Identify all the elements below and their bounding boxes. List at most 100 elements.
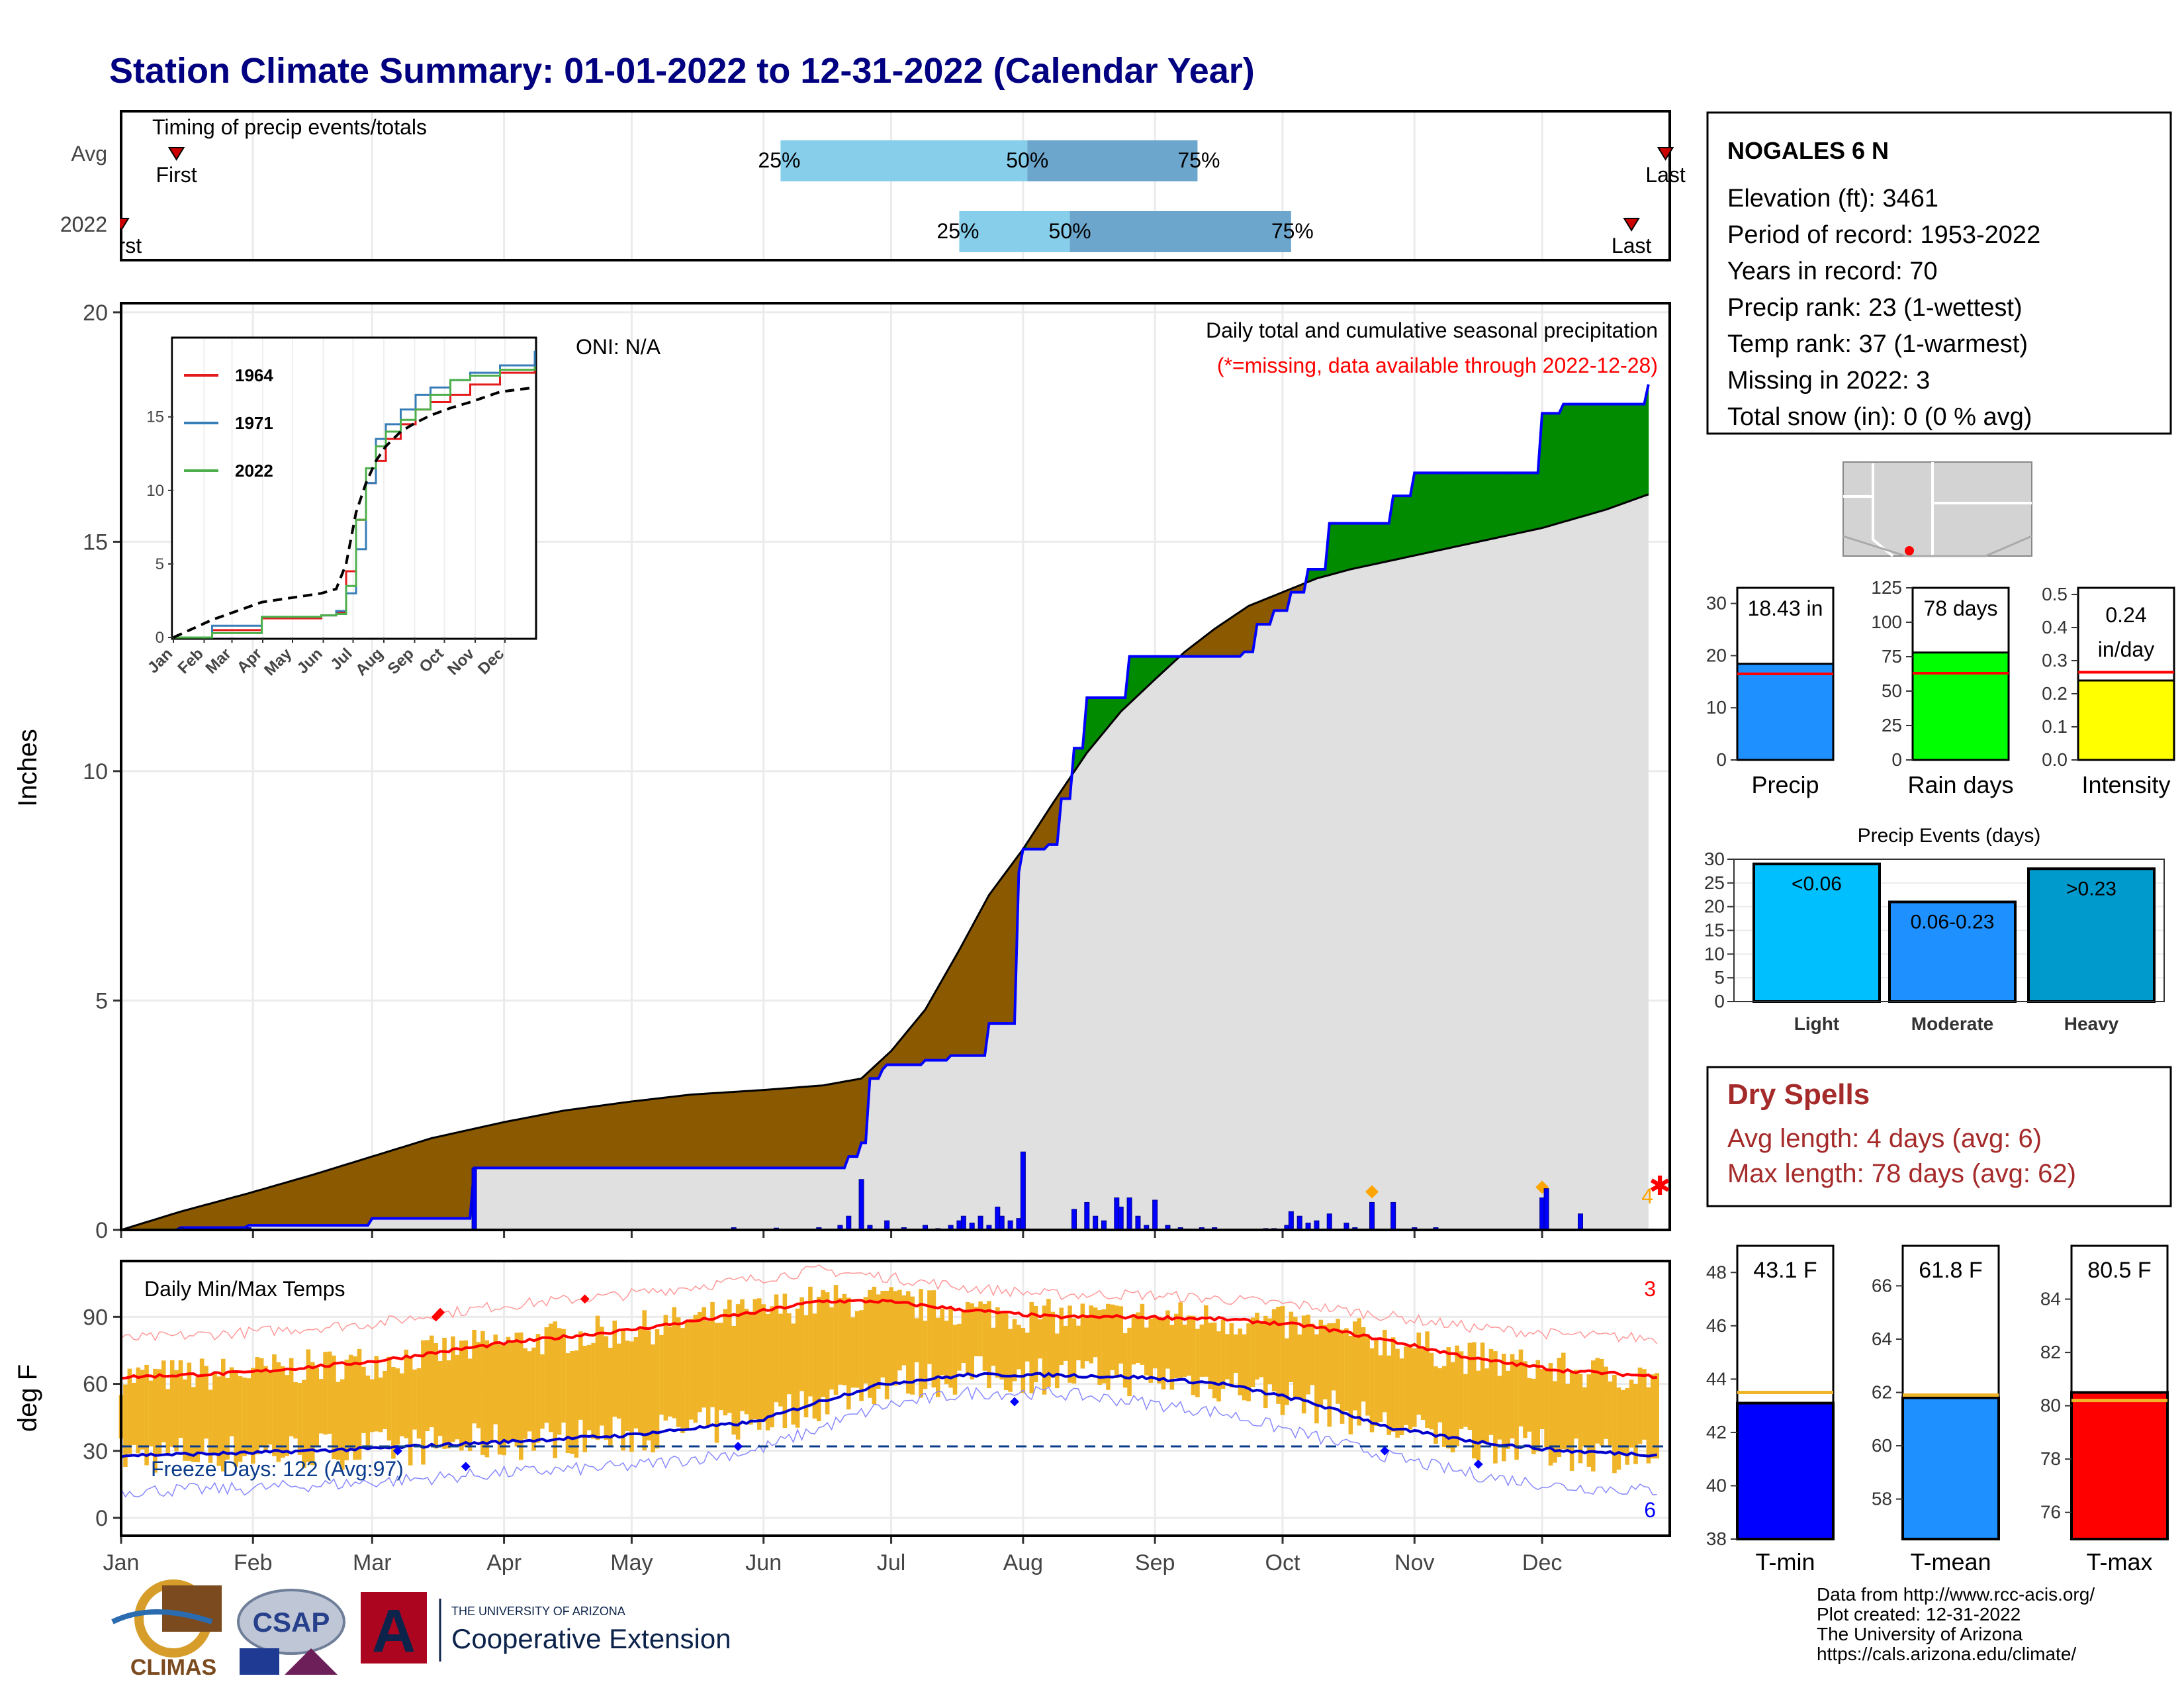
timing-frame: [120, 110, 1671, 261]
mini-bar-value: 18.43 in: [1748, 596, 1823, 620]
daily-temp-bar: [1336, 1319, 1340, 1404]
events-ytick-label: 15: [1704, 920, 1725, 941]
above-average-fill: [1482, 473, 1487, 541]
daily-temp-bar: [1220, 1320, 1226, 1389]
daily-temp-bar: [821, 1289, 826, 1397]
avg-max-line: [120, 1298, 1657, 1380]
above-average-fill: [1401, 495, 1406, 559]
daily-temp-bar: [459, 1340, 464, 1451]
above-average-fill: [1533, 473, 1539, 530]
daily-temp-bar: [1574, 1370, 1578, 1439]
temp-bar-ytick-label: 66: [1872, 1275, 1892, 1295]
below-average-fill: [618, 1102, 623, 1168]
below-average-fill: [997, 876, 1003, 1024]
station-info-line: Years in record: 70: [1727, 258, 1938, 285]
below-average-fill: [614, 1103, 619, 1168]
below-average-fill: [550, 1111, 556, 1168]
inset-line-avg: [173, 386, 535, 639]
daily-temp-bar: [553, 1321, 558, 1458]
credit-line: https://cals.arizona.edu/climate/: [1817, 1644, 2076, 1664]
mini-bar-ytick-label: 0.0: [2042, 749, 2068, 770]
daily-temp-bar: [1310, 1323, 1315, 1385]
temp-ytick-label: 90: [83, 1305, 108, 1330]
daily-temp-bar: [148, 1380, 154, 1447]
daily-temp-bar: [1604, 1366, 1608, 1439]
daily-temp-bar: [187, 1362, 192, 1461]
daily-temp-bar: [518, 1332, 523, 1460]
below-average-fill: [490, 1123, 496, 1168]
below-average-fill: [976, 910, 981, 1056]
daily-temp-bar: [1437, 1368, 1443, 1423]
above-average-fill: [1525, 473, 1530, 532]
below-average-fill: [644, 1099, 649, 1168]
below-average-fill: [397, 1147, 402, 1219]
daily-temp-bar: [935, 1317, 940, 1397]
daily-temp-bar: [1510, 1354, 1515, 1439]
above-average-fill: [1631, 404, 1636, 501]
daily-temp-bar: [1046, 1299, 1051, 1387]
daily-temp-bar: [242, 1378, 247, 1456]
daily-temp-bar: [1131, 1314, 1136, 1365]
temp-bar-ytick-label: 44: [1706, 1368, 1727, 1389]
below-average-fill: [1214, 625, 1219, 657]
daily-temp-bar: [1365, 1334, 1370, 1416]
daily-temp-bar: [1582, 1387, 1587, 1446]
daily-temp-bar: [931, 1290, 936, 1388]
daily-temp-bar: [1042, 1305, 1047, 1395]
daily-temp-bar: [1340, 1329, 1345, 1424]
above-average-fill: [1610, 404, 1615, 509]
above-average-fill: [1486, 473, 1492, 541]
daily-temp-bar: [1212, 1322, 1217, 1399]
month-label: Jan: [103, 1550, 140, 1575]
daily-temp-bar: [1390, 1337, 1396, 1432]
daily-temp-bar: [604, 1336, 609, 1440]
daily-temp-bar: [1650, 1374, 1655, 1459]
month-label: Mar: [353, 1550, 392, 1575]
below-average-fill: [1010, 859, 1015, 1024]
daily-temp-bar: [1578, 1374, 1583, 1464]
daily-temp-bar: [174, 1370, 179, 1452]
daily-temp-bar: [961, 1311, 966, 1364]
below-average-fill: [682, 1094, 688, 1168]
below-average-fill: [989, 888, 994, 1024]
daily-temp-bar: [1642, 1369, 1647, 1440]
daily-temp-bar: [1599, 1358, 1604, 1446]
daily-temp-bar: [1348, 1335, 1353, 1434]
daily-temp-bar: [1187, 1315, 1191, 1376]
mini-bar-ytick-label: 10: [1706, 697, 1727, 718]
temp-bar-ytick-label: 42: [1706, 1422, 1727, 1442]
below-average-fill: [546, 1113, 551, 1168]
below-average-fill: [631, 1100, 637, 1168]
timing-bar-25-50: [959, 211, 1070, 252]
above-average-fill: [1592, 404, 1598, 514]
daily-temp-bar: [1054, 1333, 1060, 1389]
daily-temp-bar: [1289, 1311, 1294, 1382]
below-average-fill: [972, 918, 977, 1056]
above-average-fill: [1350, 523, 1355, 570]
temp-bar-ytick-label: 64: [1872, 1329, 1892, 1349]
above-average-fill: [1559, 404, 1564, 524]
daily-temp-bar: [646, 1330, 651, 1441]
daily-temp-bar: [1255, 1313, 1259, 1380]
daily-precip-bar: [1020, 1151, 1026, 1231]
station-info: NOGALES 6 N Elevation (ft): 3461 Period o…: [1706, 111, 2172, 435]
daily-temp-bar: [1084, 1317, 1089, 1362]
daily-temp-bar: [719, 1323, 723, 1411]
daily-temp-bar: [1080, 1303, 1085, 1369]
mini-bar-ytick-label: 0: [1891, 749, 1902, 770]
below-average-fill: [1222, 620, 1228, 657]
daily-temp-bar: [723, 1309, 728, 1416]
below-average-fill: [1265, 596, 1271, 625]
precip-ytick-label: 5: [95, 988, 108, 1013]
below-average-fill: [261, 1188, 266, 1226]
daily-temp-bar: [850, 1317, 856, 1388]
daily-temp-bar: [510, 1340, 515, 1441]
temp-frame: [120, 1260, 1671, 1537]
month-label: Jun: [745, 1550, 782, 1575]
daily-temp-bar: [310, 1362, 315, 1466]
events-bar-range: >0.23: [2066, 878, 2116, 900]
daily-temp-bar: [842, 1293, 847, 1385]
daily-precip-bar: [1101, 1220, 1107, 1231]
above-average-fill: [1606, 404, 1611, 510]
daily-temp-bar: [437, 1361, 443, 1436]
